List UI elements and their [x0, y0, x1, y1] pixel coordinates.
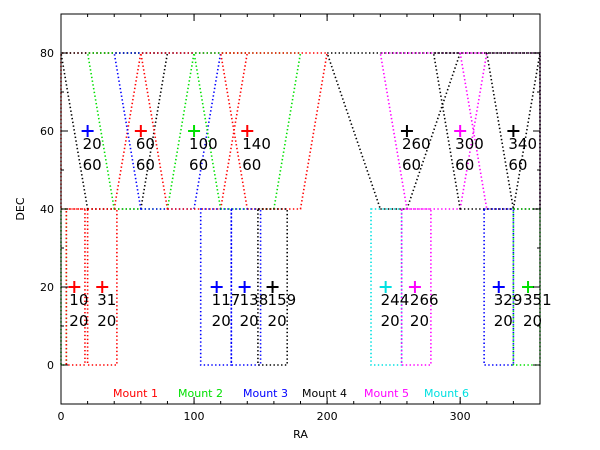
- field-ra-label: 351: [523, 291, 552, 309]
- strip-region-2: [86, 208, 118, 366]
- strip-region-7: [400, 208, 432, 366]
- legend-item-mount-4: Mount 4: [302, 387, 347, 400]
- x-axis-label: RA: [293, 428, 308, 441]
- y-tick-label: 0: [47, 359, 54, 372]
- field-marker-5: [454, 125, 467, 137]
- field-dec-label: 20: [212, 312, 231, 330]
- coverage-region-6: [219, 52, 329, 210]
- field-marker-3: [241, 125, 254, 137]
- field-dec-label: 20: [69, 312, 88, 330]
- field-marker-15: [522, 281, 535, 293]
- field-dec-label: 20: [268, 312, 287, 330]
- legend-item-mount-2: Mount 2: [178, 387, 223, 400]
- field-ra-label: 300: [455, 135, 484, 153]
- field-ra-label: 117: [212, 291, 241, 309]
- y-tick-label: 20: [40, 281, 54, 294]
- y-axis-label: DEC: [14, 197, 27, 220]
- field-marker-8: [96, 281, 109, 293]
- field-dec-label: 20: [381, 312, 400, 330]
- legend-item-mount-3: Mount 3: [243, 387, 288, 400]
- field-dec-label: 20: [410, 312, 429, 330]
- field-ra-label: 60: [136, 135, 155, 153]
- field-ra-label: 244: [381, 291, 410, 309]
- field-label-layer: 20 60 60 60 100 60 140 60 260 60 300 60 340 60 10 20 31 2…: [69, 135, 551, 330]
- field-dec-label: 20: [240, 312, 259, 330]
- field-marker-10: [238, 281, 251, 293]
- legend: Mount 1 Mount 2 Mount 3 Mount 4 Mount 5 Mount…: [113, 387, 469, 400]
- coverage-region-4: [139, 52, 249, 210]
- field-marker-2: [188, 125, 201, 137]
- field-dec-label: 20: [494, 312, 513, 330]
- strip-region-3: [199, 208, 233, 366]
- field-marker-9: [210, 281, 223, 293]
- field-marker-14: [492, 281, 505, 293]
- field-dec-label: 60: [136, 156, 155, 174]
- x-tick-label: 300: [450, 410, 471, 423]
- field-dec-label: 60: [189, 156, 208, 174]
- coverage-region-7: [325, 52, 462, 210]
- coverage-region-0: [60, 52, 142, 210]
- legend-item-mount-5: Mount 5: [364, 387, 409, 400]
- x-tick-label: 100: [184, 410, 205, 423]
- coverage-region-10: [432, 52, 541, 210]
- coverage-region-8: [379, 52, 488, 210]
- field-marker-13: [408, 281, 421, 293]
- strip-region-6: [370, 208, 403, 366]
- field-ra-label: 20: [83, 135, 102, 153]
- x-tick-label: 0: [58, 410, 65, 423]
- coverage-region-1: [60, 52, 169, 210]
- coverage-region-9: [459, 52, 541, 210]
- field-ra-label: 329: [494, 291, 523, 309]
- coverage-layer: [60, 52, 541, 210]
- field-ra-label: 140: [242, 135, 271, 153]
- strip-region-5: [257, 208, 288, 366]
- legend-item-mount-6: Mount 6: [424, 387, 469, 400]
- y-ticks: 0 20 40 60 80: [40, 13, 540, 405]
- field-dec-label: 60: [83, 156, 102, 174]
- legend-item-mount-1: Mount 1: [113, 387, 158, 400]
- axis-layer: 0 100 200 300 0 20 40 60 80 RA DEC: [14, 13, 541, 441]
- coverage-region-3: [113, 52, 222, 210]
- field-marker-6: [507, 125, 520, 137]
- field-dec-label: 60: [402, 156, 421, 174]
- y-tick-label: 60: [40, 125, 54, 138]
- strip-layer: [60, 208, 541, 366]
- field-dec-label: 60: [242, 156, 261, 174]
- strip-region-4: [230, 208, 262, 366]
- field-ra-label: 138: [240, 291, 269, 309]
- strip-region-8: [483, 208, 515, 366]
- field-ra-label: 10: [69, 291, 88, 309]
- field-ra-label: 260: [402, 135, 431, 153]
- field-dec-label: 60: [508, 156, 527, 174]
- field-ra-label: 100: [189, 135, 218, 153]
- field-dec-label: 60: [455, 156, 474, 174]
- field-marker-11: [266, 281, 279, 293]
- y-tick-label: 40: [40, 203, 54, 216]
- field-ra-label: 31: [97, 291, 116, 309]
- x-ticks: 0 100 200 300: [58, 14, 541, 423]
- field-dec-label: 20: [97, 312, 116, 330]
- field-ra-label: 266: [410, 291, 439, 309]
- y-tick-label: 80: [40, 47, 54, 60]
- field-marker-12: [379, 281, 392, 293]
- field-ra-label: 340: [508, 135, 537, 153]
- field-marker-4: [400, 125, 413, 137]
- field-marker-1: [134, 125, 147, 137]
- field-marker-layer: [68, 125, 535, 293]
- field-marker-7: [68, 281, 81, 293]
- field-ra-label: 159: [268, 291, 297, 309]
- field-marker-0: [81, 125, 94, 137]
- field-dec-label: 20: [523, 312, 542, 330]
- x-tick-label: 200: [317, 410, 338, 423]
